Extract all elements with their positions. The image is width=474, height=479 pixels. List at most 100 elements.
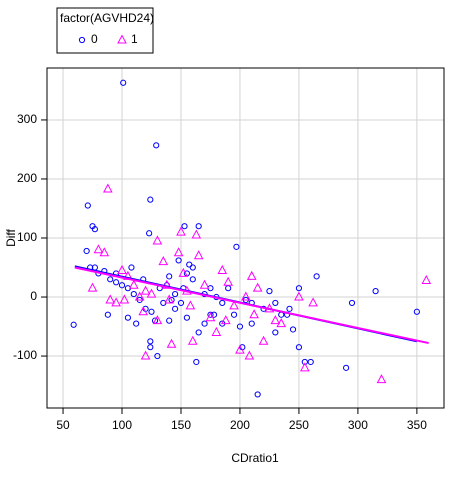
legend-label: 0 bbox=[91, 32, 98, 46]
point bbox=[217, 264, 228, 274]
point bbox=[140, 285, 151, 295]
point bbox=[124, 314, 132, 321]
point bbox=[70, 321, 77, 328]
point bbox=[130, 290, 137, 298]
point bbox=[266, 288, 273, 295]
point bbox=[166, 273, 173, 280]
point bbox=[166, 338, 177, 348]
point bbox=[117, 264, 127, 274]
x-tick-label: 50 bbox=[56, 418, 70, 432]
point bbox=[171, 305, 179, 312]
point bbox=[173, 247, 184, 257]
point bbox=[272, 299, 279, 307]
point bbox=[246, 270, 257, 280]
y-tick-label: 300 bbox=[17, 112, 37, 126]
point bbox=[105, 294, 116, 304]
point bbox=[421, 274, 432, 284]
point bbox=[244, 350, 255, 360]
point bbox=[104, 311, 111, 318]
point bbox=[343, 364, 350, 371]
point bbox=[152, 315, 163, 325]
legend-label: 1 bbox=[131, 32, 138, 46]
point bbox=[348, 299, 356, 307]
point bbox=[219, 299, 226, 307]
y-tick-label: -100 bbox=[13, 348, 37, 362]
point bbox=[307, 358, 314, 366]
y-tick-label: 100 bbox=[17, 230, 37, 244]
point bbox=[201, 320, 208, 327]
fit-line bbox=[74, 266, 429, 345]
point bbox=[185, 300, 196, 310]
point bbox=[258, 335, 269, 345]
point bbox=[103, 183, 113, 193]
point bbox=[176, 226, 186, 236]
point bbox=[252, 282, 263, 292]
point bbox=[164, 294, 175, 304]
point bbox=[158, 256, 169, 266]
point bbox=[152, 235, 163, 245]
point bbox=[230, 311, 238, 318]
point bbox=[93, 244, 104, 254]
y-tick-label: 200 bbox=[17, 171, 37, 185]
legend-box bbox=[56, 7, 154, 54]
point bbox=[83, 247, 90, 255]
point bbox=[138, 306, 149, 316]
point bbox=[211, 326, 222, 336]
point bbox=[248, 320, 255, 327]
point bbox=[299, 362, 310, 372]
point bbox=[294, 291, 304, 301]
point bbox=[133, 320, 140, 327]
point bbox=[118, 282, 126, 289]
point bbox=[120, 79, 127, 86]
point bbox=[195, 223, 202, 230]
point bbox=[183, 314, 190, 321]
point bbox=[195, 329, 202, 336]
point bbox=[376, 374, 387, 384]
point bbox=[87, 282, 98, 292]
x-tick-label: 300 bbox=[348, 418, 368, 432]
point bbox=[148, 308, 155, 315]
point bbox=[236, 323, 244, 330]
point bbox=[413, 308, 420, 315]
point bbox=[289, 326, 297, 333]
y-tick-label: 0 bbox=[30, 289, 37, 303]
point bbox=[113, 279, 120, 286]
point bbox=[286, 305, 293, 312]
point bbox=[229, 300, 239, 310]
point bbox=[154, 352, 161, 360]
point bbox=[193, 250, 204, 260]
legend-title: factor(AGVHD24) bbox=[60, 11, 154, 25]
point bbox=[205, 312, 216, 322]
y-axis-label: Diff bbox=[4, 228, 18, 246]
point bbox=[134, 291, 145, 301]
x-axis-label: CDratio1 bbox=[231, 451, 279, 465]
point bbox=[147, 338, 154, 345]
point bbox=[199, 279, 210, 289]
point bbox=[372, 288, 379, 295]
point bbox=[177, 299, 185, 307]
point bbox=[175, 257, 182, 264]
point bbox=[171, 290, 179, 298]
point bbox=[153, 142, 160, 149]
point bbox=[295, 344, 303, 351]
point bbox=[193, 358, 200, 366]
point bbox=[191, 229, 202, 239]
point bbox=[84, 202, 91, 209]
point bbox=[146, 288, 157, 298]
x-tick-label: 250 bbox=[289, 418, 309, 432]
point bbox=[161, 279, 172, 289]
point bbox=[181, 223, 188, 230]
x-tick-label: 350 bbox=[407, 418, 427, 432]
point bbox=[223, 276, 233, 286]
point bbox=[233, 243, 240, 250]
point bbox=[107, 276, 114, 283]
point bbox=[295, 285, 303, 292]
point bbox=[146, 230, 153, 237]
point bbox=[140, 350, 151, 360]
point bbox=[272, 329, 279, 336]
point bbox=[249, 309, 259, 319]
point bbox=[276, 318, 287, 328]
point bbox=[147, 344, 154, 351]
